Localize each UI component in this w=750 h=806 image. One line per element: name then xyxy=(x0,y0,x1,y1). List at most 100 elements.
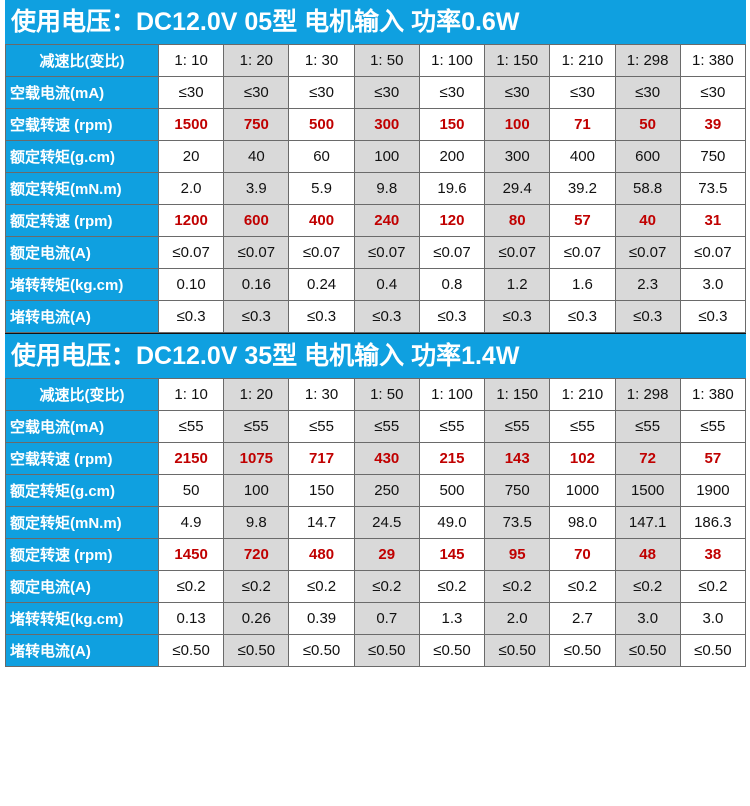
table-cell: 60 xyxy=(288,140,355,173)
table-cell: 102 xyxy=(549,442,616,475)
table-cell: ≤30 xyxy=(418,76,486,109)
table-cell: 720 xyxy=(223,538,290,571)
table-cell: 0.24 xyxy=(288,268,355,301)
table-cell: 1: 20 xyxy=(223,44,290,77)
table-cell: ≤0.07 xyxy=(157,236,225,269)
table-cell: 50 xyxy=(157,474,225,507)
table-cell: 3.0 xyxy=(614,602,681,635)
table-cell: ≤30 xyxy=(288,76,355,109)
table-cell: 1: 210 xyxy=(549,44,616,77)
table-cell: 72 xyxy=(614,442,681,475)
spec-table: 减速比(变比) 1: 10 1: 20 1: 30 1: 50 1: 100 1: 150 1… xyxy=(5,44,747,333)
table-cell: 98.0 xyxy=(549,506,616,539)
table-cell: ≤0.50 xyxy=(223,634,290,667)
table-cell: 600 xyxy=(223,204,290,237)
table-cell: ≤0.3 xyxy=(484,300,551,333)
table-cell: 57 xyxy=(549,204,616,237)
table-cell: 150 xyxy=(418,108,486,141)
table-cell: 57 xyxy=(679,442,747,475)
table-cell: 9.8 xyxy=(353,172,420,205)
row-label: 空载电流(mA) xyxy=(5,410,159,443)
table-cell: ≤55 xyxy=(484,410,551,443)
table-cell: 717 xyxy=(288,442,355,475)
table-cell: 5.9 xyxy=(288,172,355,205)
table-cell: 70 xyxy=(549,538,616,571)
spec-section-05: 使用电压：DC12.0V 05型 电机输入 功率0.6W 减速比(变比) 1: 1… xyxy=(5,0,747,339)
spec-table: 减速比(变比) 1: 10 1: 20 1: 30 1: 50 1: 100 1: 150 1… xyxy=(5,378,747,667)
table-row: 堵转电流(A) ≤0.50 ≤0.50 ≤0.50 ≤0.50 ≤0.50 ≤0.50 ≤0.… xyxy=(5,634,747,667)
row-label: 额定电流(A) xyxy=(5,236,159,269)
table-cell: 1: 10 xyxy=(157,44,225,77)
table-cell: 400 xyxy=(549,140,616,173)
table-cell: 300 xyxy=(353,108,420,141)
table-cell: ≤0.2 xyxy=(418,570,486,603)
table-cell: 500 xyxy=(288,108,355,141)
table-cell: ≤30 xyxy=(679,76,747,109)
table-cell: 200 xyxy=(418,140,486,173)
table-cell: ≤30 xyxy=(157,76,225,109)
table-cell: 58.8 xyxy=(614,172,681,205)
table-cell: 2.7 xyxy=(549,602,616,635)
table-cell: ≤55 xyxy=(418,410,486,443)
table-cell: 80 xyxy=(484,204,551,237)
section-title: 使用电压：DC12.0V 35型 电机输入 功率1.4W xyxy=(5,334,746,378)
row-label: 堵转转矩(kg.cm) xyxy=(5,602,159,635)
table-cell: ≤0.2 xyxy=(353,570,420,603)
table-cell: 1: 50 xyxy=(353,378,420,411)
table-cell: ≤0.3 xyxy=(223,300,290,333)
table-cell: ≤0.50 xyxy=(484,634,551,667)
table-cell: ≤55 xyxy=(223,410,290,443)
table-cell: 0.10 xyxy=(157,268,225,301)
table-cell: 1.2 xyxy=(484,268,551,301)
table-cell: 250 xyxy=(353,474,420,507)
table-cell: 1: 10 xyxy=(157,378,225,411)
table-cell: 1200 xyxy=(157,204,225,237)
table-cell: 1: 30 xyxy=(288,378,355,411)
table-cell: 1: 50 xyxy=(353,44,420,77)
table-cell: ≤0.50 xyxy=(157,634,225,667)
row-label: 空载转速 (rpm) xyxy=(5,108,159,141)
table-cell: 19.6 xyxy=(418,172,486,205)
table-cell: 1: 298 xyxy=(614,44,681,77)
table-cell: 3.0 xyxy=(679,268,747,301)
row-label: 额定电流(A) xyxy=(5,570,159,603)
table-cell: 50 xyxy=(614,108,681,141)
table-row: 额定转矩(mN.m) 4.9 9.8 14.7 24.5 49.0 73.5 98.0 147.… xyxy=(5,506,747,539)
table-cell: 20 xyxy=(157,140,225,173)
table-cell: 0.26 xyxy=(223,602,290,635)
table-cell: 3.0 xyxy=(679,602,747,635)
row-label: 额定转矩(g.cm) xyxy=(5,140,159,173)
table-cell: 1.3 xyxy=(418,602,486,635)
table-cell: ≤55 xyxy=(353,410,420,443)
row-label: 空载电流(mA) xyxy=(5,76,159,109)
table-cell: ≤0.07 xyxy=(353,236,420,269)
table-cell: 430 xyxy=(353,442,420,475)
table-cell: ≤0.3 xyxy=(353,300,420,333)
table-cell: 2150 xyxy=(157,442,225,475)
table-cell: ≤30 xyxy=(614,76,681,109)
table-cell: 24.5 xyxy=(353,506,420,539)
table-cell: 2.0 xyxy=(157,172,225,205)
row-label: 减速比(变比) xyxy=(5,378,159,411)
table-cell: ≤0.07 xyxy=(549,236,616,269)
table-cell: 1500 xyxy=(614,474,681,507)
table-cell: 500 xyxy=(418,474,486,507)
table-cell: ≤0.2 xyxy=(288,570,355,603)
table-cell: 400 xyxy=(288,204,355,237)
table-cell: 1: 100 xyxy=(418,44,486,77)
table-cell: 120 xyxy=(418,204,486,237)
table-row: 堵转转矩(kg.cm) 0.10 0.16 0.24 0.4 0.8 1.2 1.6 2.3 3.… xyxy=(5,268,747,301)
table-cell: 1900 xyxy=(679,474,747,507)
table-cell: 186.3 xyxy=(679,506,747,539)
table-cell: 73.5 xyxy=(484,506,551,539)
table-cell: 100 xyxy=(484,108,551,141)
row-label: 额定转速 (rpm) xyxy=(5,538,159,571)
table-cell: 9.8 xyxy=(223,506,290,539)
table-cell: 150 xyxy=(288,474,355,507)
table-cell: ≤0.07 xyxy=(484,236,551,269)
table-cell: ≤0.07 xyxy=(223,236,290,269)
table-cell: 2.3 xyxy=(614,268,681,301)
table-cell: ≤0.50 xyxy=(679,634,747,667)
table-cell: 1: 150 xyxy=(484,378,551,411)
table-cell: ≤0.50 xyxy=(288,634,355,667)
